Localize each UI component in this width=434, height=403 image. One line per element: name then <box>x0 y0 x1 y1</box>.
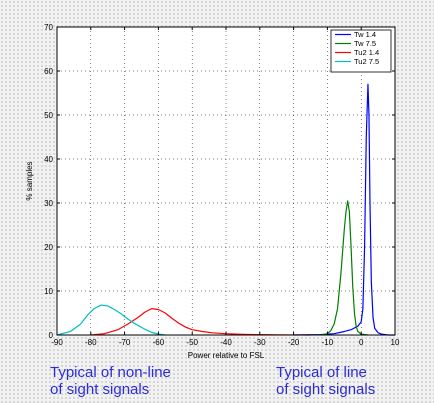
annotation-nlos: Typical of non-line of sight signals <box>50 364 171 398</box>
y-tick-label: 70 <box>44 23 53 32</box>
x-tick-label: -60 <box>153 338 165 347</box>
y-tick-label: 40 <box>44 155 53 164</box>
x-tick-label: -80 <box>85 338 97 347</box>
x-tick-label: -90 <box>51 338 63 347</box>
legend-label: Tw 7.5 <box>354 39 376 48</box>
annotation-los: Typical of line of sight signals <box>276 364 375 398</box>
annotation-los-line1: Typical of line <box>276 364 367 381</box>
y-axis-label: % samples <box>25 161 34 200</box>
y-tick-label: 50 <box>44 111 53 120</box>
series-line-tu2-7-5 <box>56 304 166 336</box>
x-tick-label: 10 <box>391 338 400 347</box>
y-tick-label: 0 <box>49 331 54 340</box>
series-line-tw-1-4 <box>293 83 395 336</box>
y-tick-label: 60 <box>44 67 53 76</box>
x-tick-label: 0 <box>359 338 364 347</box>
y-tick-label: 20 <box>44 243 53 252</box>
legend-label: Tu2 1.4 <box>354 48 379 57</box>
axis-ticks: -90 -80 -70 -60 -50 -40 -30 -20 -10 0 10 0 10 20 30 40 5… <box>44 23 400 347</box>
annotation-los-line2: of sight signals <box>276 381 376 398</box>
series-line-tw-7-5 <box>320 200 369 336</box>
x-tick-label: -70 <box>119 338 131 347</box>
x-tick-label: -10 <box>322 338 334 347</box>
plot-area <box>57 27 395 335</box>
x-tick-label: -30 <box>254 338 266 347</box>
annotation-nlos-line1: Typical of non-line <box>50 364 171 381</box>
legend-label: Tw 1.4 <box>354 30 376 39</box>
y-tick-label: 30 <box>44 199 53 208</box>
legend-box <box>330 29 392 73</box>
x-tick-label: -40 <box>220 338 232 347</box>
x-tick-label: -50 <box>186 338 198 347</box>
x-tick-label: -20 <box>288 338 300 347</box>
annotation-nlos-line2: of sight signals <box>50 381 150 398</box>
grid <box>57 27 395 335</box>
legend-label: Tu2 7.5 <box>354 57 379 66</box>
y-tick-label: 10 <box>44 287 53 296</box>
x-axis-label: Power relative to FSL <box>188 351 265 360</box>
